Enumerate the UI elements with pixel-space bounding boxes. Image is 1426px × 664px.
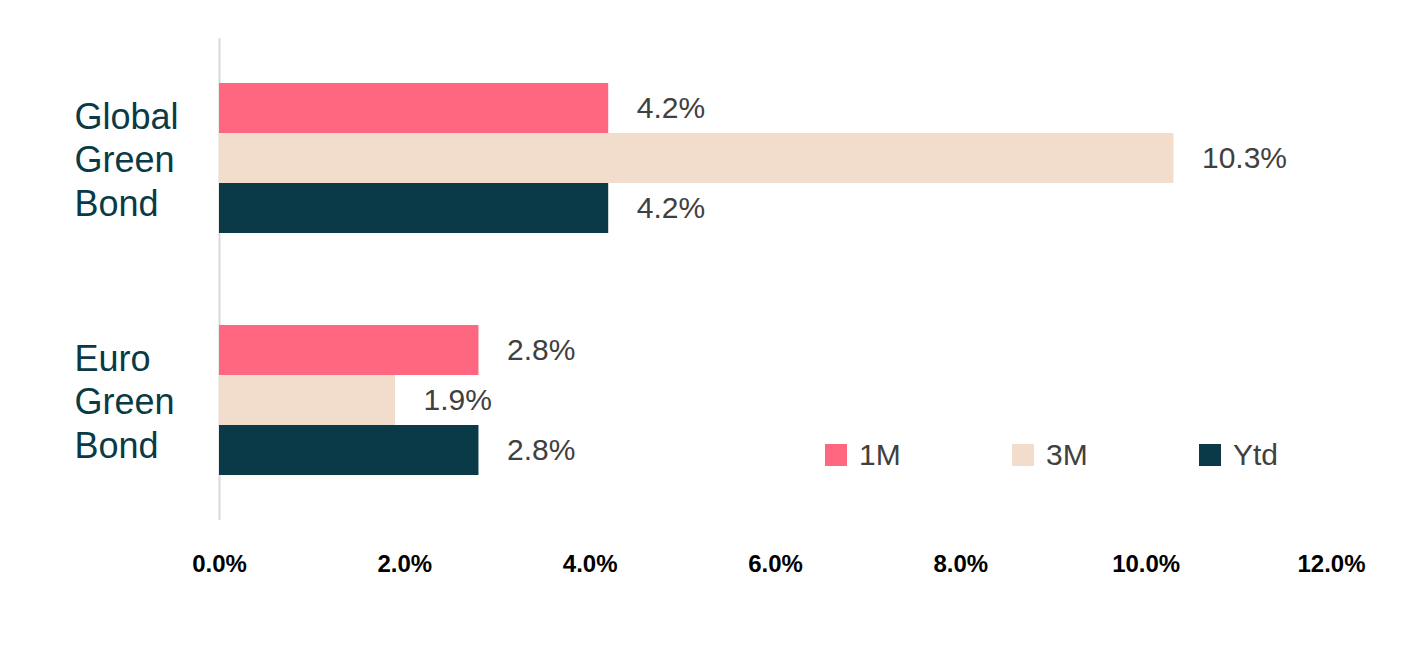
svg-text:0.0%: 0.0%	[192, 550, 247, 577]
svg-text:2.8%: 2.8%	[507, 333, 575, 366]
svg-text:2.0%: 2.0%	[377, 550, 432, 577]
html-text:Ytd: Ytd	[1233, 438, 1278, 471]
svg-text:4.2%: 4.2%	[637, 191, 705, 224]
html-text:1M: 1M	[859, 438, 901, 471]
svg-text:4.2%: 4.2%	[637, 91, 705, 124]
svg-text:8.0%: 8.0%	[933, 550, 988, 577]
svg-text:1.9%: 1.9%	[424, 383, 492, 416]
html-text:3M: 3M	[1046, 438, 1088, 471]
svg-text:6.0%: 6.0%	[748, 550, 803, 577]
svg-text:GlobalGreenBond: GlobalGreenBond	[75, 96, 179, 223]
svg-text:2.8%: 2.8%	[507, 433, 575, 466]
svg-text:4.0%: 4.0%	[563, 550, 618, 577]
svg-text:10.3%: 10.3%	[1202, 141, 1287, 174]
svg-text:EuroGreenBond: EuroGreenBond	[75, 338, 175, 465]
svg-text:12.0%: 12.0%	[1297, 550, 1365, 577]
svg-text:10.0%: 10.0%	[1112, 550, 1180, 577]
